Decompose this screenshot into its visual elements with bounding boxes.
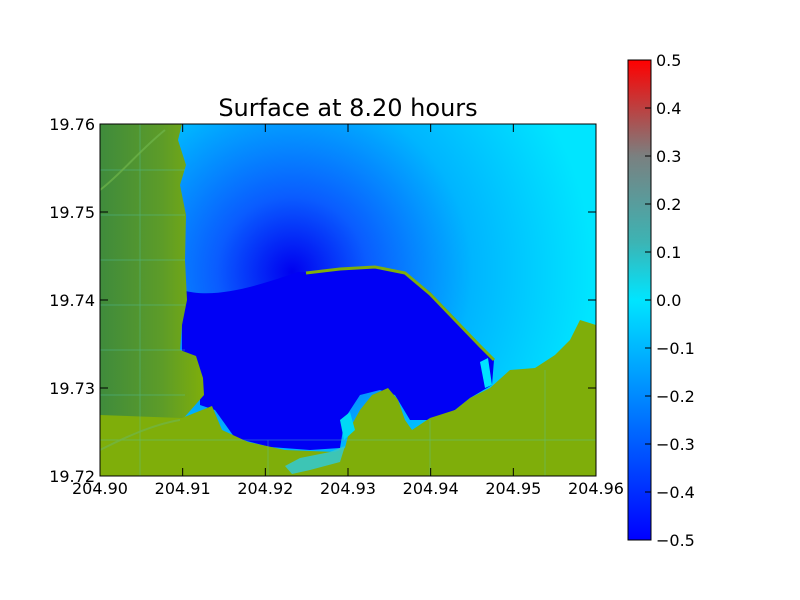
y-tick-label: 19.72 — [49, 467, 95, 486]
colorbar-tick-label: −0.1 — [656, 339, 695, 358]
stream-channel — [100, 129, 166, 191]
bay-shoreline — [305, 265, 496, 362]
y-tick-label: 19.76 — [49, 115, 95, 134]
heatmap-area — [100, 124, 596, 476]
shallow-fringe-south — [285, 446, 345, 474]
x-tick-label: 204.91 — [155, 479, 211, 498]
x-tick-label: 204.95 — [485, 479, 541, 498]
colorbar-tick-label: 0.4 — [656, 99, 681, 118]
colorbar-tick-label: 0.3 — [656, 147, 681, 166]
colorbar-tick-label: 0.5 — [656, 51, 681, 70]
colorbar-tick-label: −0.2 — [656, 387, 695, 406]
chart-title: Surface at 8.20 hours — [218, 94, 477, 122]
x-axis: 204.90 204.91 204.92 204.93 204.94 204.95 204.… — [72, 124, 624, 498]
y-tick-label: 19.74 — [49, 291, 95, 310]
colorbar-tick-label: 0.0 — [656, 291, 681, 310]
stream-channel — [100, 419, 181, 451]
colorbar-tick-label: −0.5 — [656, 531, 695, 550]
x-tick-label: 204.96 — [568, 479, 624, 498]
shallow-fringe-point — [340, 412, 355, 440]
colorbar-tick-label: −0.3 — [656, 435, 695, 454]
terrain-gridlines — [100, 124, 596, 476]
x-tick-label: 204.92 — [237, 479, 293, 498]
land-south-region — [100, 320, 596, 476]
bay-depression-region — [182, 266, 494, 450]
y-tick-label: 19.73 — [49, 379, 95, 398]
x-tick-label: 204.94 — [403, 479, 459, 498]
shallow-fringe-east — [480, 358, 492, 388]
colorbar-axis: 0.5 0.4 0.3 0.2 0.1 0.0 −0.1 −0.2 −0.3 −0.4 −0.5 — [645, 51, 695, 550]
x-tick-label: 204.90 — [72, 479, 128, 498]
land-left-region — [100, 124, 204, 420]
colorbar-tick-label: −0.4 — [656, 483, 695, 502]
x-tick-label: 204.93 — [320, 479, 376, 498]
colorbar-tick-label: 0.1 — [656, 243, 681, 262]
colorbar-tick-label: 0.2 — [656, 195, 681, 214]
y-tick-label: 19.75 — [49, 203, 95, 222]
y-axis: 19.76 19.75 19.74 19.73 19.72 — [49, 115, 596, 486]
